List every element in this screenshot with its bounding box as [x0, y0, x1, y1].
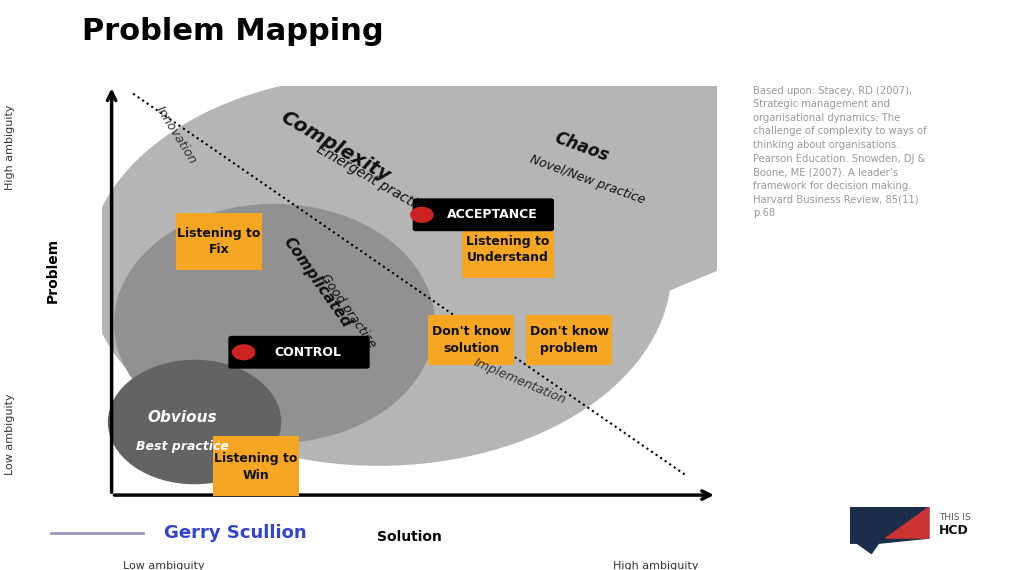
Text: Gerry Scullion: Gerry Scullion: [164, 524, 306, 542]
Text: High ambiguity: High ambiguity: [5, 104, 15, 190]
Ellipse shape: [87, 75, 671, 465]
Text: Problem: Problem: [46, 238, 60, 303]
Polygon shape: [459, 86, 717, 291]
FancyBboxPatch shape: [428, 315, 514, 365]
Text: Complicated: Complicated: [281, 234, 354, 331]
Text: Solution: Solution: [377, 530, 442, 544]
FancyBboxPatch shape: [526, 315, 612, 365]
FancyBboxPatch shape: [213, 437, 299, 498]
Text: Chaos: Chaos: [552, 129, 611, 165]
Text: CONTROL: CONTROL: [274, 346, 342, 359]
FancyBboxPatch shape: [413, 198, 554, 231]
Text: Don't know
problem: Don't know problem: [529, 325, 609, 355]
Text: HCD: HCD: [939, 524, 969, 537]
Text: Obvious: Obvious: [147, 410, 217, 425]
FancyBboxPatch shape: [176, 213, 262, 270]
Text: Listening to
Understand: Listening to Understand: [466, 235, 550, 264]
Text: Innovation: Innovation: [154, 103, 199, 166]
FancyBboxPatch shape: [462, 221, 554, 278]
Text: Listening to
Fix: Listening to Fix: [177, 227, 261, 256]
Text: Good practice: Good practice: [317, 272, 379, 351]
Text: Don't know
solution: Don't know solution: [431, 325, 511, 355]
Ellipse shape: [109, 360, 281, 483]
Text: Implementation: Implementation: [472, 356, 568, 406]
Text: Listening to
Win: Listening to Win: [214, 453, 298, 482]
Text: Low ambiguity: Low ambiguity: [5, 393, 15, 475]
Text: Low ambiguity: Low ambiguity: [123, 561, 205, 570]
Text: High ambiguity: High ambiguity: [612, 561, 698, 570]
Circle shape: [411, 207, 433, 222]
Polygon shape: [850, 507, 929, 553]
Polygon shape: [886, 507, 929, 538]
Text: Emergent practice: Emergent practice: [313, 142, 432, 218]
Text: Novel/New practice: Novel/New practice: [528, 153, 647, 207]
Text: Complexity: Complexity: [278, 108, 394, 186]
Text: ACCEPTANCE: ACCEPTANCE: [447, 208, 538, 221]
Ellipse shape: [115, 205, 434, 442]
Text: Problem Mapping: Problem Mapping: [82, 17, 384, 46]
FancyBboxPatch shape: [228, 336, 370, 369]
Circle shape: [232, 345, 255, 360]
Text: Best practice: Best practice: [136, 440, 228, 453]
Text: THIS IS: THIS IS: [939, 513, 971, 522]
Text: Based upon: Stacey, RD (2007),
Strategic management and
organisational dynamics:: Based upon: Stacey, RD (2007), Strategic…: [753, 86, 927, 218]
